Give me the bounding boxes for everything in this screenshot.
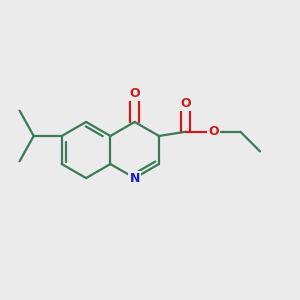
Text: N: N (130, 172, 140, 184)
Text: O: O (129, 87, 140, 101)
Text: O: O (208, 125, 219, 138)
Text: O: O (180, 97, 191, 110)
